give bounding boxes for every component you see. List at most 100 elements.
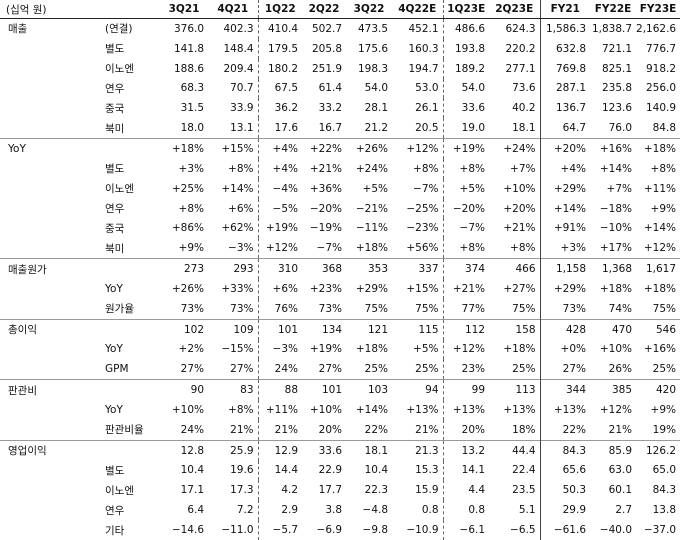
cell: −6.9 <box>316 524 343 537</box>
cell: 20% <box>318 423 343 436</box>
cell: 0.8 <box>468 504 486 517</box>
cell: +33% <box>208 278 259 299</box>
row-label: 중국 <box>105 222 125 235</box>
cell: +5% <box>392 339 444 360</box>
row-label: 판관비율 <box>105 424 144 437</box>
row-label: 별도 <box>105 464 125 477</box>
cell: −20% <box>309 202 343 215</box>
spacer <box>0 179 95 199</box>
cell: +18% <box>643 282 677 295</box>
section-row: YoY +18% +15% +4% +22% +26% +12% +19% +24% +20% +1… <box>0 138 680 159</box>
spacer <box>95 318 161 340</box>
data-row: 중국 +86% +62% +19% −19% −11% −23% −7% +21% +91% −10… <box>0 218 680 239</box>
cell: 21.2 <box>364 122 389 135</box>
cell: 19% <box>652 423 677 436</box>
cell: 61.4 <box>318 82 343 95</box>
cell: 12.9 <box>258 439 303 461</box>
cell: 19.6 <box>208 460 259 481</box>
spacer <box>0 238 95 258</box>
section-row: 영업이익 12.8 25.9 12.9 33.6 18.1 21.3 13.2 44.4 84.3… <box>0 439 680 461</box>
cell: 109 <box>208 318 259 340</box>
cell: +25% <box>171 182 205 195</box>
cell: 1,617 <box>636 258 680 279</box>
row-label: YoY <box>105 343 123 356</box>
cell: +5% <box>459 182 486 195</box>
cell: +10% <box>489 178 541 199</box>
section-row: 매출 (연결) 376.0 402.3 410.4 502.7 473.5 452.1 486.… <box>0 17 680 39</box>
cell: 21% <box>208 419 259 441</box>
cell: 179.5 <box>267 42 299 55</box>
data-row: YoY +26% +33% +6% +23% +29% +15% +21% +27% +29% +1… <box>0 278 680 299</box>
column-header: FY23E <box>636 0 680 19</box>
cell: +18% <box>355 242 389 255</box>
cell: 68.3 <box>180 82 205 95</box>
cell: 53.0 <box>392 78 444 99</box>
cell: 385 <box>590 379 637 401</box>
cell: +8% <box>459 242 486 255</box>
cell: −5% <box>272 202 299 215</box>
cell: 141.8 <box>173 42 205 55</box>
column-header: 1Q23E <box>443 0 490 19</box>
cell: 22.4 <box>489 460 541 481</box>
column-header: 3Q21 <box>160 0 209 19</box>
cell: 368 <box>302 258 347 279</box>
cell: +10% <box>309 403 343 416</box>
cell: 20.5 <box>392 118 444 139</box>
cell: −61.6 <box>553 524 587 537</box>
cell: 10.4 <box>180 464 205 477</box>
cell: +14% <box>553 202 587 215</box>
cell: −19% <box>309 222 343 235</box>
cell: 209.4 <box>208 58 259 79</box>
cell: 5.1 <box>489 500 541 521</box>
section-title: 판관비 <box>0 379 95 401</box>
data-row: 북미 18.0 13.1 17.6 16.7 21.2 20.5 19.0 18.1 64.7 76… <box>0 118 680 139</box>
cell: 22% <box>364 423 389 436</box>
cell: 3.8 <box>325 504 343 517</box>
cell: +24% <box>355 162 389 175</box>
cell: 1,838.7 <box>590 17 637 39</box>
row-label: 연우 <box>105 203 125 216</box>
spacer <box>0 420 95 440</box>
cell: +4% <box>272 162 299 175</box>
section-row: 매출원가 273 293 310 368 353 337 374 466 1,158 1,368 1,… <box>0 258 680 279</box>
cell: 112 <box>443 318 490 340</box>
cell: +18% <box>355 343 389 356</box>
cell: +26% <box>346 138 393 159</box>
cell: 29.9 <box>562 504 587 517</box>
cell: 410.4 <box>258 17 303 39</box>
cell: +23% <box>309 282 343 295</box>
data-row: 기타 −14.6 −11.0 −5.7 −6.9 −9.8 −10.9 −6.1 −6.5 −61… <box>0 520 680 540</box>
cell: 84.3 <box>540 439 591 461</box>
cell: +16% <box>590 138 637 159</box>
spacer <box>0 218 95 238</box>
cell: 115 <box>392 318 444 340</box>
column-header: 3Q22 <box>346 0 393 19</box>
cell: +56% <box>392 238 444 259</box>
cell: 88 <box>258 379 303 401</box>
cell: +12% <box>392 138 444 159</box>
cell: 15.3 <box>392 460 444 481</box>
data-row: GPM 27% 27% 24% 27% 25% 25% 23% 25% 27% 26% 25% <box>0 359 680 380</box>
cell: 287.1 <box>555 82 587 95</box>
cell: +3% <box>178 162 205 175</box>
cell: 420 <box>636 379 680 401</box>
cell: 175.6 <box>357 42 389 55</box>
cell: +12% <box>452 343 486 356</box>
cell: +36% <box>309 182 343 195</box>
cell: 428 <box>540 318 591 340</box>
cell: +11% <box>643 182 677 195</box>
cell: 251.9 <box>311 62 343 75</box>
cell: 24% <box>180 423 205 436</box>
cell: +29% <box>553 182 587 195</box>
row-label: 원가율 <box>105 303 134 316</box>
cell: 83 <box>208 379 259 401</box>
row-label: 북미 <box>105 242 125 255</box>
row-label: YoY <box>105 282 123 295</box>
spacer <box>0 500 95 520</box>
row-label: 중국 <box>105 102 125 115</box>
cell: +21% <box>309 162 343 175</box>
cell: 0.8 <box>392 500 444 521</box>
cell: +19% <box>309 343 343 356</box>
spacer <box>95 258 161 279</box>
